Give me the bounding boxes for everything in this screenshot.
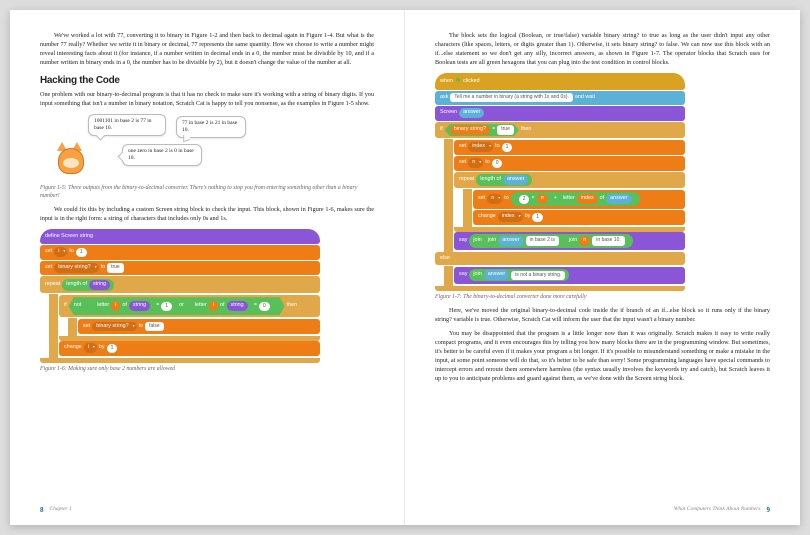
block-if: if not letteriofstring = 1 or letteriofs… xyxy=(59,295,320,317)
flag-icon: ⚑ xyxy=(455,77,461,87)
operator-not: not letteriofstring = 1 or letteriofstri… xyxy=(69,297,285,315)
figure-caption: Figure 1-6: Making sure only base 2 numb… xyxy=(40,366,374,374)
operator-length: length of string xyxy=(62,279,114,291)
page-footer: What Computers Think About Numbers 9 xyxy=(674,505,770,515)
figure-caption: Figure 1-5: Three outputs from the binar… xyxy=(40,185,374,200)
block-define: define Screen string xyxy=(40,229,320,243)
block-set-var: setindexto1 xyxy=(454,140,685,155)
page-number: 8 xyxy=(40,505,44,515)
para: One problem with our binary-to-decimal p… xyxy=(40,91,374,109)
block-repeat: repeat length of string xyxy=(40,276,320,292)
block-if-else: if binary string? = true then xyxy=(435,122,685,138)
heading-hacking: Hacking the Code xyxy=(40,74,374,89)
block-set-var: setnto 2×n + letterindexofanswer xyxy=(473,190,685,209)
figure-1-6: define Screen string set i to 1 set bina… xyxy=(40,229,320,362)
repeat-body: if not letteriofstring = 1 or letteriofs… xyxy=(49,294,320,358)
chapter-label: What Computers Think About Numbers xyxy=(674,506,761,514)
speech-bubble: 1001101 in base 2 is 77 in base 10. xyxy=(88,114,166,135)
speech-bubble: 77 in base 2 is 21 in base 10. xyxy=(176,116,246,137)
block-set-var: set binary string? to false xyxy=(78,319,320,334)
page-number: 9 xyxy=(767,505,771,515)
speech-bubble: one zero in base 2 is 0 in base 10. xyxy=(122,144,202,165)
figure-caption: Figure 1-7: The binary-to-decimal conver… xyxy=(435,294,770,302)
scratch-cat-icon xyxy=(54,144,88,178)
block-say: say joinanswer is not a binary string. xyxy=(454,267,685,284)
block-set-var: setnto0 xyxy=(454,156,685,171)
para: We've worked a lot with 77, converting i… xyxy=(40,32,374,68)
para: The block sets the logical (Boolean, or … xyxy=(435,32,770,68)
page-footer: 8 Chapter 1 xyxy=(40,505,72,515)
block-set-var: set i to 1 xyxy=(40,245,320,260)
figure-1-7: when ⚑ clicked ask Tell me a number in b… xyxy=(435,73,685,291)
para: You may be disappointed that the program… xyxy=(435,330,770,384)
block-change-var: change i by 1 xyxy=(59,341,320,356)
block-say: say join joinanswer in base 2 is joinn i… xyxy=(454,232,685,251)
page-left: We've worked a lot with 77, converting i… xyxy=(10,10,405,525)
para: Here, we've moved the original binary-to… xyxy=(435,307,770,325)
para: We could fix this by including a custom … xyxy=(40,206,374,224)
block-repeat: repeat length ofanswer xyxy=(454,172,685,188)
figure-1-5: 1001101 in base 2 is 77 in base 10. 77 i… xyxy=(50,114,374,182)
block-ask: ask Tell me a number in binary (a string… xyxy=(435,91,685,105)
block-change-var: changeindexby1 xyxy=(473,210,685,225)
block-set-var: set binary string? to true xyxy=(40,261,320,276)
block-call-screen: Screen answer xyxy=(435,106,685,121)
page-right: The block sets the logical (Boolean, or … xyxy=(405,10,800,525)
book-spread: We've worked a lot with 77, converting i… xyxy=(10,10,800,525)
block-else: else xyxy=(435,252,685,264)
chapter-label: Chapter 1 xyxy=(50,506,72,514)
block-when-flag: when ⚑ clicked xyxy=(435,73,685,90)
